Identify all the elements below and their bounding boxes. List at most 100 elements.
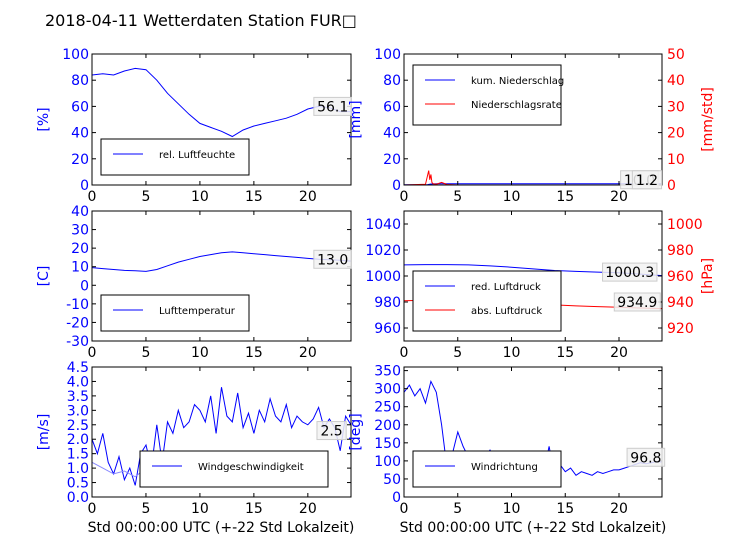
- y-tick-label: 2.0: [67, 432, 89, 448]
- value-annotation-box: [316, 421, 347, 441]
- x-tick-label: 10: [503, 189, 521, 205]
- value-annotation: 2.5: [320, 424, 342, 440]
- x-tick-label: 15: [245, 189, 263, 205]
- x-tick-label: 5: [453, 501, 462, 517]
- x-tick-label: 15: [245, 345, 263, 361]
- legend-entry: rel. Luftfeuchte: [159, 150, 235, 161]
- legend-entry: abs. Luftdruck: [471, 306, 542, 317]
- y-tick-label: 200: [374, 418, 401, 434]
- legend-box: [100, 294, 250, 332]
- y-tick-label: 50: [383, 472, 401, 488]
- series-line-1: [92, 67, 351, 138]
- x-tick-label: 0: [400, 501, 409, 517]
- value-annotation: 13.0: [317, 252, 348, 268]
- y-tick-label: 3.5: [67, 389, 89, 405]
- y-axis-label: [C]: [36, 266, 52, 287]
- plot-frame: [91, 210, 352, 342]
- y-tick-label: 960: [374, 321, 401, 337]
- x-tick-label: 5: [141, 189, 150, 205]
- x-tick-label: 10: [503, 501, 521, 517]
- panel-1: 0 5 10 15 20 0 20 40 60 80 100 [%] rel. Luftfeuchte 5…: [36, 47, 352, 205]
- y-tick-label-right: 0: [667, 178, 676, 194]
- value-annotation-box: [313, 96, 352, 116]
- y-tick-label: 1.0: [67, 461, 89, 477]
- y-tick-label: 100: [62, 47, 89, 63]
- y-tick-label: 10: [71, 260, 89, 276]
- y-tick-label: 20: [71, 241, 89, 257]
- legend: Lufttemperatur: [100, 294, 250, 332]
- y-tick-label: -20: [66, 315, 89, 331]
- y-tick-label: 150: [374, 436, 401, 452]
- y-tick-label: 40: [71, 204, 89, 220]
- x-tick-label: 20: [610, 345, 628, 361]
- series-line-1: [92, 387, 351, 486]
- y-tick-label-right: 30: [667, 99, 685, 115]
- x-tick-label: 5: [141, 345, 150, 361]
- legend-box: [412, 64, 562, 126]
- y-tick-label: 60: [71, 99, 89, 115]
- x-tick-label: 15: [556, 345, 574, 361]
- y-tick-label: 100: [374, 454, 401, 470]
- y-tick-label: 0: [80, 178, 89, 194]
- legend: rel. Luftfeuchte: [100, 138, 250, 176]
- y-tick-label: 40: [383, 126, 401, 142]
- value-annotation: 1000.3: [605, 265, 654, 281]
- plot-frame: [91, 53, 352, 186]
- legend-entry: Lufttemperatur: [159, 306, 236, 317]
- y-tick-label: 0: [80, 278, 89, 294]
- y-axis-label-right: [mm/std]: [700, 87, 716, 152]
- y-tick-label: 4.5: [67, 360, 89, 376]
- y-tick-label: 80: [71, 73, 89, 89]
- y-tick-label-right: 1000: [667, 217, 703, 233]
- x-tick-label: 10: [191, 189, 209, 205]
- legend-entry: Niederschlagsrate: [471, 100, 562, 111]
- y-tick-label: 0.5: [67, 476, 89, 492]
- y-tick-label: 80: [383, 73, 401, 89]
- y-tick-label-right: 960: [667, 269, 694, 285]
- legend-box: [139, 450, 329, 488]
- x-tick-label: 20: [610, 189, 628, 205]
- x-tick-label: 5: [453, 345, 462, 361]
- figure-title: 2018-04-11 Wetterdaten Station FUR□: [45, 11, 357, 30]
- y-tick-label: 0: [392, 178, 401, 194]
- y-tick-label-right: 40: [667, 73, 685, 89]
- value-annotation: 56.1: [317, 99, 348, 115]
- legend-entry: kum. Niederschlag: [471, 76, 564, 87]
- y-tick-label: 2.5: [67, 418, 89, 434]
- value-annotation-box: [613, 292, 661, 312]
- legend-entry: Windgeschwindigkeit: [198, 462, 304, 473]
- x-tick-label: 20: [299, 189, 317, 205]
- x-tick-label: 10: [191, 501, 209, 517]
- value-annotation-box: [602, 262, 658, 282]
- y-tick-label: 1020: [365, 243, 401, 259]
- value-annotation-box: [631, 170, 663, 190]
- legend: red. Luftdruck abs. Luftdruck: [412, 270, 562, 332]
- y-axis-label: [m/s]: [36, 414, 52, 451]
- legend-entry: Windrichtung: [471, 462, 538, 473]
- x-tick-label: 20: [610, 501, 628, 517]
- x-tick-label: 0: [88, 189, 97, 205]
- panel-4: 0 5 10 15 20 960 980 1000 1020 1040 920 940 960 980 10…: [365, 210, 716, 361]
- y-tick-label: 40: [71, 126, 89, 142]
- panel-2: 0 5 10 15 20 0 20 40 60 80 100 0 10 20 30 40 50 [mm] [mm/s…: [348, 47, 716, 205]
- x-tick-label: 20: [299, 501, 317, 517]
- y-tick-label: 3.0: [67, 403, 89, 419]
- y-tick-label: 30: [71, 223, 89, 239]
- y-axis-label: [mm]: [348, 100, 364, 138]
- y-tick-label: 20: [383, 152, 401, 168]
- y-tick-label: 0: [392, 490, 401, 506]
- value-annotation: 96.8: [630, 450, 661, 466]
- y-axis-label: [%]: [36, 107, 52, 131]
- legend: Windgeschwindigkeit: [139, 450, 329, 488]
- x-tick-label: 10: [503, 345, 521, 361]
- series-line-2: [404, 170, 662, 185]
- x-tick-label: 15: [556, 189, 574, 205]
- value-annotation: 1.2: [636, 173, 658, 189]
- x-tick-label: 0: [400, 189, 409, 205]
- plot-frame: [403, 53, 663, 186]
- panel-6: 0 5 10 15 20050100150200250300350[deg]Windri…: [348, 364, 666, 517]
- x-axis-label-left: Std 00:00:00 UTC (+-22 Std Lokalzeit): [88, 520, 355, 536]
- x-tick-label: 0: [88, 345, 97, 361]
- y-tick-label: 300: [374, 382, 401, 398]
